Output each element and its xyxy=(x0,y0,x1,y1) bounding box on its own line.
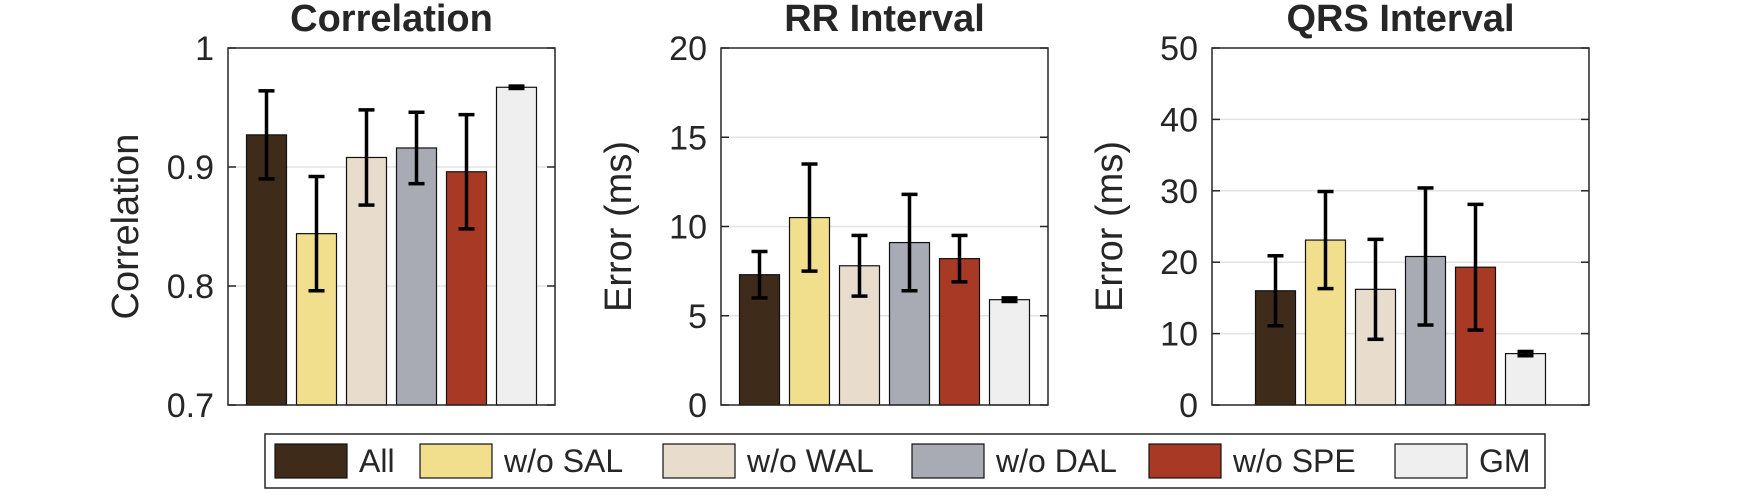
y-tick-label: 10 xyxy=(669,209,707,247)
chart-panel-1: 0.7 0.8 0.9 1 Correlation Correlation xyxy=(105,0,556,425)
y-tick-label: 0 xyxy=(688,387,707,425)
y-tick-label: 50 xyxy=(1160,30,1198,68)
chart-title: RR Interval xyxy=(784,0,985,40)
y-tick-label: 15 xyxy=(669,119,707,157)
y-tick-label: 0 xyxy=(1179,387,1198,425)
error-bar xyxy=(1317,189,1334,291)
error-bar xyxy=(951,233,968,284)
bar-gm xyxy=(1504,352,1547,406)
legend-item-w-o-dal: w/o DAL xyxy=(911,443,1117,479)
y-tick-label: 20 xyxy=(1160,244,1198,282)
legend-label: w/o SPE xyxy=(1232,443,1356,479)
axes-frame xyxy=(227,47,556,406)
error-bar xyxy=(508,84,525,91)
legend-item-w-o-sal: w/o SAL xyxy=(419,443,623,479)
error-bar xyxy=(1367,237,1384,342)
bar-gm xyxy=(495,86,538,406)
y-tick-label: 0.9 xyxy=(167,149,214,187)
legend-label: GM xyxy=(1479,443,1531,479)
legend-swatch xyxy=(662,443,736,479)
legend-swatch xyxy=(1394,443,1468,479)
y-tick-label: 5 xyxy=(688,298,707,336)
y-tick-label: 10 xyxy=(1160,316,1198,354)
error-bar xyxy=(1517,349,1534,358)
y-tick-label: 0.8 xyxy=(167,268,214,306)
chart-title: Correlation xyxy=(290,0,493,40)
legend-label: w/o DAL xyxy=(995,443,1117,479)
y-tick-label: 30 xyxy=(1160,173,1198,211)
legend-label: w/o WAL xyxy=(746,443,874,479)
error-bar xyxy=(358,108,375,207)
error-bar xyxy=(1267,254,1284,328)
error-bar xyxy=(458,112,475,231)
error-bar xyxy=(1467,202,1484,332)
legend-label: w/o SAL xyxy=(503,443,623,479)
y-tick-label: 20 xyxy=(669,30,707,68)
error-bar xyxy=(1417,186,1434,327)
y-axis-label: Correlation xyxy=(105,134,147,320)
error-bar xyxy=(1001,296,1018,304)
error-bar xyxy=(408,110,425,186)
y-tick-label: 0.7 xyxy=(167,387,214,425)
bar-gm xyxy=(988,299,1031,406)
legend-swatch xyxy=(1148,443,1222,479)
error-bar xyxy=(258,89,275,181)
legend-item-w-o-wal: w/o WAL xyxy=(662,443,874,479)
chart-panel-3: 0 10 20 30 40 50 QRS Interval Error (ms) xyxy=(1089,0,1590,425)
legend-swatch xyxy=(274,443,348,479)
error-bar xyxy=(901,192,918,293)
legend-swatch xyxy=(419,443,493,479)
y-axis-label: Error (ms) xyxy=(598,141,640,312)
legend-item-all: All xyxy=(274,443,395,479)
chart-panel-2: 0 5 10 15 20 RR Interval Error (ms) xyxy=(598,0,1049,425)
legend-swatch xyxy=(911,443,985,479)
chart-panels: 0.7 0.8 0.9 1 Correlation Correlation 0 5 10 15 20… xyxy=(105,0,1590,425)
legend-label: All xyxy=(359,443,395,479)
legend-item-gm: GM xyxy=(1394,443,1531,479)
bar-w-o-dal xyxy=(395,147,438,406)
legend: All w/o SAL w/o WAL w/o DAL w/o SPE GM xyxy=(264,433,1546,489)
error-bar xyxy=(308,174,325,293)
legend-items: All w/o SAL w/o WAL w/o DAL w/o SPE GM xyxy=(274,443,1531,479)
axes-frame xyxy=(1211,47,1590,406)
chart-title: QRS Interval xyxy=(1286,0,1514,40)
error-bar xyxy=(851,233,868,298)
y-tick-label: 1 xyxy=(195,30,214,68)
error-bar xyxy=(751,249,768,300)
y-axis-label: Error (ms) xyxy=(1089,141,1131,312)
legend-item-w-o-spe: w/o SPE xyxy=(1148,443,1356,479)
error-bar xyxy=(801,162,818,273)
y-tick-label: 40 xyxy=(1160,101,1198,139)
